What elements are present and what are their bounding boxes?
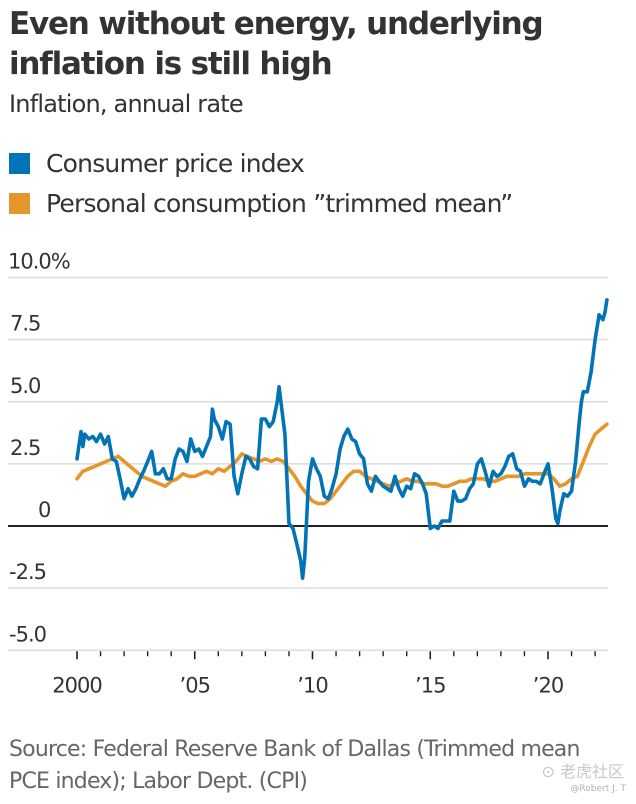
x-tick-label: ’05	[180, 673, 210, 697]
legend-item-trimmed-mean: Personal consumption ”trimmed mean”	[9, 183, 513, 223]
chart-subtitle: Inflation, annual rate	[9, 90, 244, 118]
x-tick-label: ’10	[297, 673, 327, 697]
y-tick-label: 7.5	[10, 312, 40, 336]
chart-title: Even without energy, underlying inflatio…	[9, 6, 544, 82]
legend-swatch-cpi	[9, 152, 30, 174]
y-tick-label: 5.0	[10, 374, 40, 398]
x-tick-label: 2000	[52, 673, 101, 697]
legend-label-trimmed-mean: Personal consumption ”trimmed mean”	[46, 188, 513, 218]
watermark-user: @Robert J. T	[570, 784, 626, 794]
y-tick-label: 0	[38, 498, 50, 522]
x-axis: 2000 ’05 ’10 ’15 ’20	[52, 651, 596, 697]
y-tick-label: -2.5	[9, 560, 46, 584]
y-axis-tick-labels: 10.0% 7.5 5.0 2.5 0 -2.5 -5.0	[8, 250, 71, 647]
source-note: Source: Federal Reserve Bank of Dallas (…	[9, 737, 580, 794]
y-tick-label: 10.0%	[8, 250, 70, 274]
y-tick-label: -5.0	[9, 622, 46, 646]
watermark: ⊙ 老虎社区	[541, 762, 625, 781]
x-tick-label: ’15	[415, 673, 445, 697]
series-line-cpi	[75, 298, 609, 580]
legend-label-cpi: Consumer price index	[46, 148, 305, 178]
series-lines	[75, 298, 609, 580]
y-tick-label: 2.5	[10, 436, 40, 460]
legend: Consumer price index Personal consumptio…	[9, 143, 513, 223]
legend-item-cpi: Consumer price index	[9, 143, 512, 183]
x-tick-label: ’20	[533, 673, 563, 697]
series-line-trimmed-mean	[75, 422, 609, 506]
legend-swatch-trimmed-mean	[9, 192, 30, 214]
line-chart: 10.0% 7.5 5.0 2.5 0 -2.5 -5.0 2000 ’05 ’10 ’15 ’20	[8, 250, 609, 697]
